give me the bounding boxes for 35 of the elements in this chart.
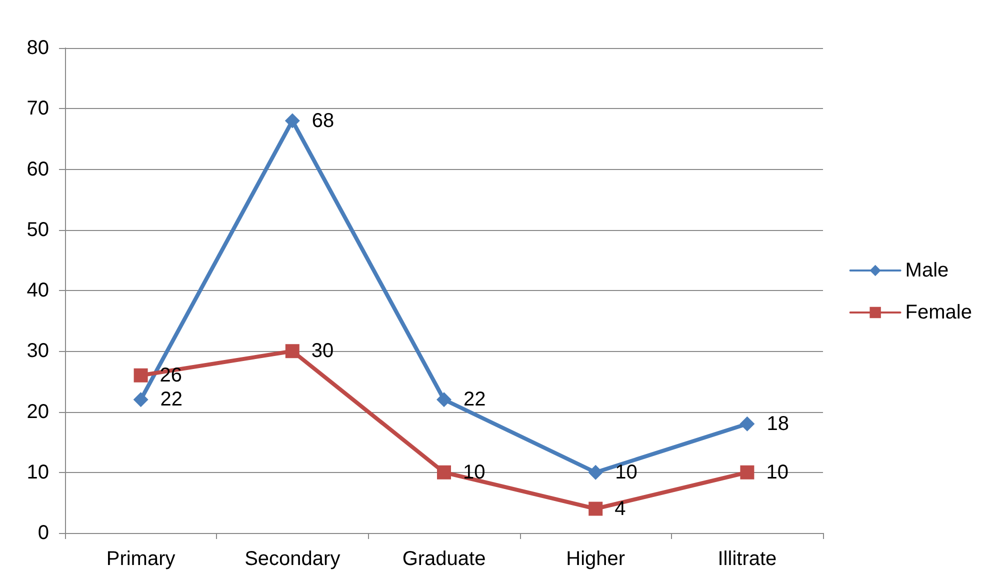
point bbox=[437, 465, 451, 480]
data-label: 68 bbox=[312, 110, 334, 132]
y-tick-label: 10 bbox=[26, 461, 49, 484]
data-label: 22 bbox=[160, 388, 183, 411]
x-tick-label: Illitrate bbox=[718, 548, 777, 570]
point bbox=[588, 464, 604, 480]
x-tick-label: Graduate bbox=[402, 548, 486, 570]
x-tick-label: Primary bbox=[106, 548, 176, 570]
data-label: 18 bbox=[766, 412, 789, 435]
y-tick-label: 30 bbox=[26, 340, 49, 362]
x-tick-label: Secondary bbox=[244, 548, 340, 570]
point bbox=[285, 344, 300, 358]
y-tick-label: 20 bbox=[26, 400, 49, 423]
point bbox=[588, 502, 603, 516]
y-tick-label: 60 bbox=[26, 158, 49, 180]
data-label: 30 bbox=[311, 340, 334, 362]
data-label: 10 bbox=[766, 461, 788, 484]
y-tick-label: 40 bbox=[26, 280, 49, 302]
data-label: 10 bbox=[615, 461, 638, 484]
data-label: 22 bbox=[464, 388, 486, 411]
point bbox=[133, 392, 148, 408]
point bbox=[740, 416, 755, 432]
y-tick-label: 0 bbox=[38, 522, 49, 544]
point bbox=[436, 392, 452, 408]
data-label: 10 bbox=[463, 461, 486, 484]
legend-label: Male bbox=[905, 260, 949, 282]
point bbox=[284, 113, 300, 128]
y-tick-label: 80 bbox=[26, 37, 49, 59]
y-tick-label: 70 bbox=[26, 98, 49, 120]
y-tick-label: 50 bbox=[26, 218, 49, 241]
point bbox=[740, 465, 754, 480]
legend-label: Female bbox=[905, 302, 972, 324]
point bbox=[134, 368, 148, 382]
data-label: 4 bbox=[614, 498, 626, 520]
x-tick-label: Higher bbox=[566, 548, 626, 570]
